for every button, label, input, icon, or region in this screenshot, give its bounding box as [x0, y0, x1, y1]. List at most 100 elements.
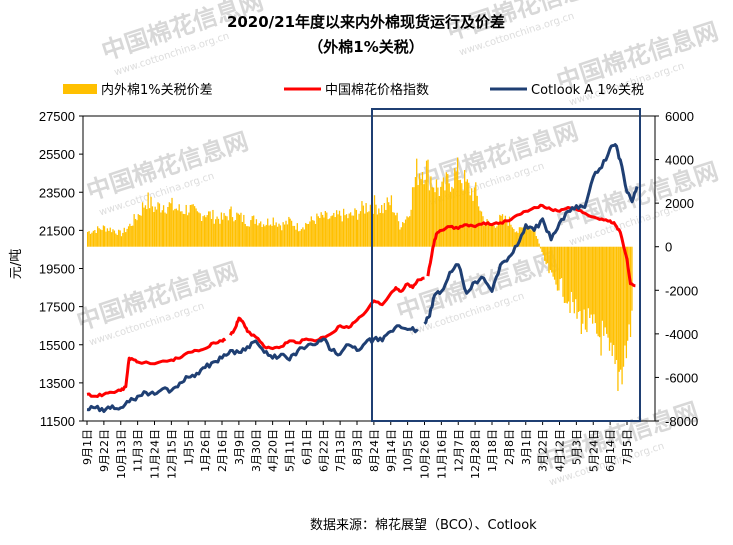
spread-bar — [541, 246, 543, 252]
spread-bar — [362, 205, 365, 247]
spread-bar — [227, 220, 230, 247]
spread-bar — [513, 229, 515, 247]
chart-subtitle: （外棉1%关税） — [308, 38, 423, 56]
spread-bar — [590, 246, 592, 315]
spread-bar — [403, 223, 405, 247]
spread-bar — [340, 215, 342, 247]
spread-bar — [230, 206, 232, 247]
x-tick-label: 10月13日 — [115, 429, 128, 479]
spread-bar — [123, 227, 125, 247]
spread-bar — [582, 246, 584, 324]
spread-bar — [257, 225, 259, 247]
spread-bar — [155, 209, 158, 247]
spread-bar — [164, 212, 166, 247]
spread-bar — [240, 212, 242, 247]
spread-bar — [219, 223, 221, 247]
spread-bar — [497, 222, 500, 247]
spread-bar — [328, 218, 331, 247]
spread-bar — [359, 211, 362, 247]
spread-bar — [95, 232, 97, 247]
spread-bar — [214, 219, 217, 247]
cotlook-line — [423, 143, 639, 325]
spread-bar — [567, 246, 570, 302]
spread-bar — [524, 230, 526, 247]
spread-bar — [97, 226, 99, 247]
x-tick-label: 5月11日 — [284, 429, 297, 472]
spread-bar — [492, 224, 494, 247]
spread-bar — [326, 212, 328, 247]
spread-bar — [517, 232, 519, 247]
spread-bar — [472, 200, 474, 247]
spread-bar — [477, 206, 480, 247]
spread-bar — [404, 219, 407, 247]
y-left-tick-label: 27500 — [39, 109, 75, 124]
spread-bar — [87, 231, 89, 247]
spread-bar — [307, 223, 310, 247]
spread-bar — [552, 246, 554, 277]
spread-bar — [269, 224, 272, 247]
spread-bar — [619, 246, 622, 370]
spread-bar — [531, 230, 533, 247]
spread-bar — [612, 246, 615, 346]
spread-bar — [274, 225, 276, 247]
spread-bar — [327, 219, 329, 247]
x-tick-label: 2月8日 — [503, 429, 516, 465]
spread-bar — [236, 212, 238, 247]
spread-bar — [115, 233, 117, 247]
spread-bar — [466, 179, 468, 247]
x-tick-label: 1月5日 — [182, 429, 195, 465]
spread-bar — [392, 212, 394, 247]
spread-bar — [469, 195, 471, 247]
spread-bar — [406, 216, 408, 247]
spread-bar — [396, 212, 398, 247]
x-tick-label: 5月3日 — [570, 429, 583, 465]
y-left-tick-label: 23500 — [39, 185, 75, 200]
spread-bar — [475, 182, 477, 247]
spread-bar — [458, 180, 460, 247]
spread-bar — [584, 246, 587, 330]
spread-bar — [331, 215, 333, 247]
spread-bar — [465, 181, 467, 247]
spread-bar — [244, 223, 246, 247]
spread-bar — [282, 222, 284, 247]
spread-bar — [456, 157, 459, 247]
spread-bar — [113, 230, 116, 247]
spread-bar — [431, 187, 433, 247]
y-left-tick-label: 17500 — [39, 300, 75, 315]
spread-bar — [484, 223, 487, 247]
x-tick-label: 9月22日 — [98, 429, 111, 472]
spread-bar — [153, 212, 155, 247]
legend-label-china-index: 中国棉花价格指数 — [325, 82, 429, 98]
x-tick-label: 10月26日 — [419, 429, 432, 479]
spread-bar — [335, 210, 338, 247]
spread-bar — [510, 224, 512, 247]
spread-bar — [575, 246, 577, 300]
spread-bar — [622, 246, 625, 367]
series-lines — [86, 143, 639, 413]
spread-bar — [147, 192, 149, 247]
x-tick-label: 12月15日 — [165, 429, 178, 479]
spread-bar — [91, 232, 93, 247]
spread-bar — [468, 182, 470, 247]
spread-bar — [447, 173, 449, 247]
spread-bar — [344, 215, 346, 247]
spread-bar — [530, 229, 532, 247]
spread-bar — [268, 225, 270, 247]
x-tick-label: 1月26日 — [199, 429, 212, 472]
spread-bar — [165, 213, 168, 247]
spread-bar — [528, 227, 530, 247]
spread-bar — [89, 233, 92, 247]
spread-bar — [624, 246, 626, 346]
spread-bar — [395, 215, 397, 247]
spread-bar — [141, 202, 144, 247]
x-tick-label: 7月13日 — [334, 429, 347, 472]
spread-bar — [226, 216, 228, 247]
spread-bar — [413, 187, 415, 247]
spread-bar — [229, 209, 231, 247]
spread-bar — [591, 246, 594, 324]
spread-bar — [601, 246, 603, 321]
spread-bar — [628, 246, 630, 325]
spread-bar — [296, 223, 298, 247]
spread-bar — [260, 221, 262, 247]
spread-bar — [376, 214, 379, 247]
